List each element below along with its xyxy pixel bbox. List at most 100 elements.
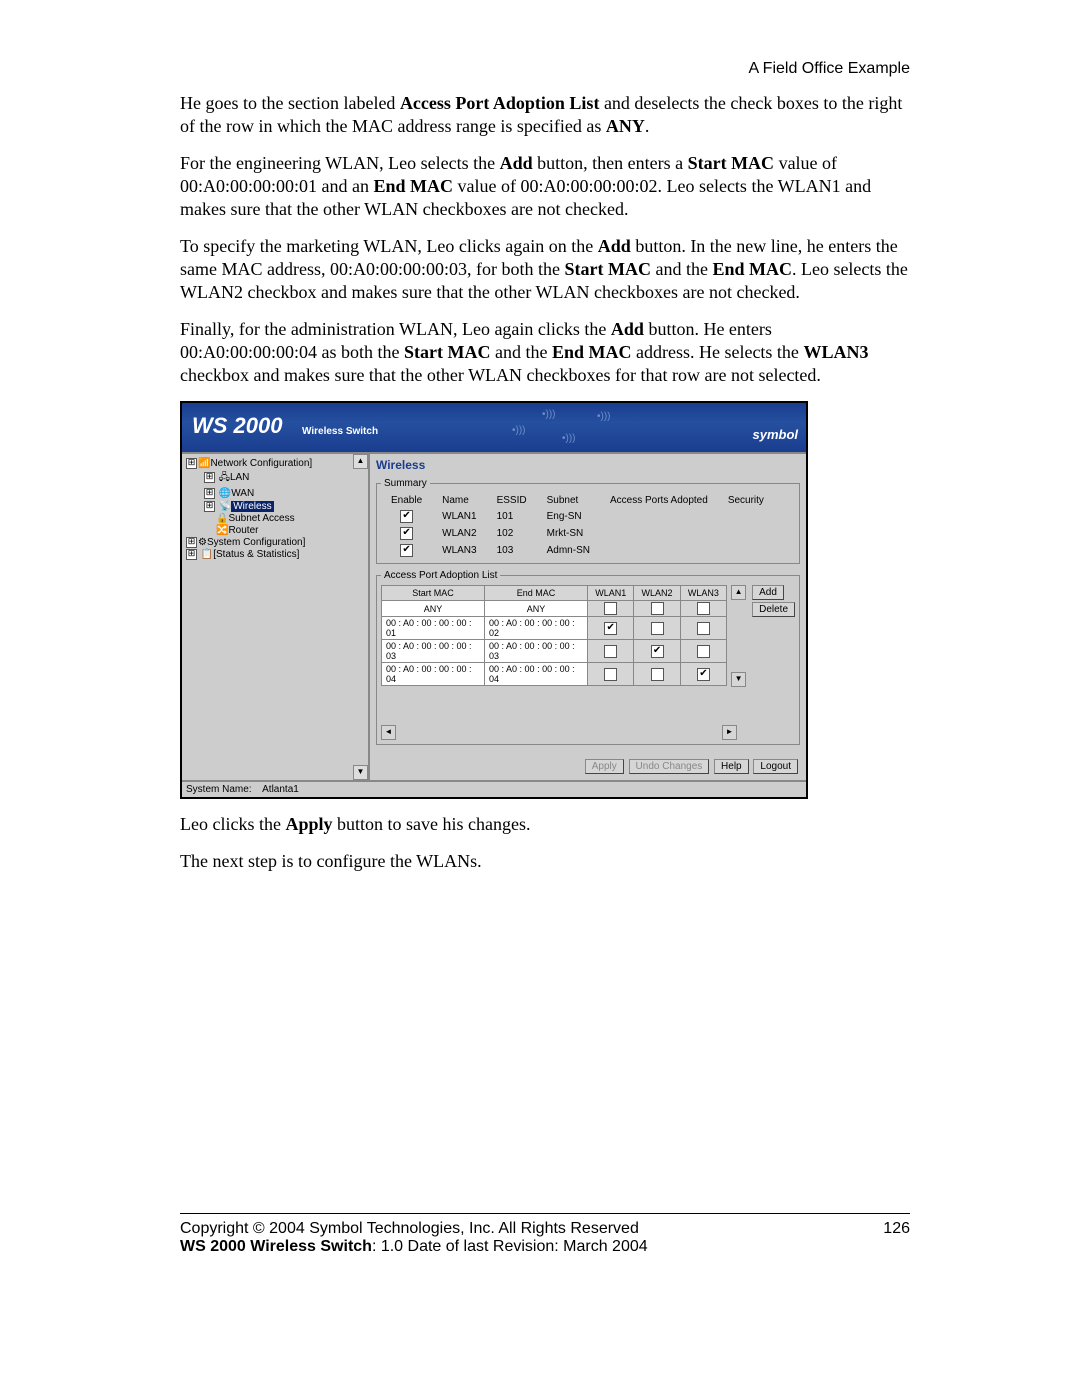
tree-label-selected: Wireless — [231, 501, 273, 512]
cell-end-mac[interactable]: 00 : A0 : 00 : 00 : 00 : 02 — [485, 617, 588, 640]
wlan1-checkbox[interactable] — [604, 602, 617, 615]
enable-checkbox[interactable]: ✔ — [400, 544, 413, 557]
col-wlan1: WLAN1 — [588, 586, 634, 601]
enable-checkbox[interactable]: ✔ — [400, 510, 413, 523]
add-button[interactable]: Add — [752, 585, 784, 600]
chapter-title: A Field Office Example — [180, 60, 910, 78]
tree-item-wan[interactable]: ⊞ 🌐WAN — [186, 488, 366, 500]
wlan2-checkbox[interactable] — [651, 622, 664, 635]
help-button[interactable]: Help — [714, 759, 749, 774]
bold-text: Add — [598, 236, 631, 256]
cell-subnet: Eng-SN — [537, 508, 600, 525]
cell-end-mac[interactable]: ANY — [485, 601, 588, 617]
scroll-down-icon[interactable]: ▼ — [731, 672, 746, 687]
text: and the — [490, 342, 551, 362]
wlan1-checkbox[interactable] — [604, 668, 617, 681]
wlan2-checkbox[interactable]: ✔ — [651, 645, 664, 658]
cell-name: WLAN2 — [432, 525, 486, 542]
tree-item-wireless[interactable]: ⊞ 📡Wireless — [186, 501, 366, 513]
scroll-up-icon[interactable]: ▲ — [731, 585, 746, 600]
tree-item-status[interactable]: ⊞ 📋[Status & Statistics] — [186, 549, 366, 561]
summary-table: Enable Name ESSID Subnet Access Ports Ad… — [381, 493, 774, 559]
tree-item-lan[interactable]: ⊞ 🖧LAN — [186, 470, 366, 488]
wlan3-checkbox[interactable]: ✔ — [697, 668, 710, 681]
brand-logo: symbol — [752, 427, 798, 442]
tree-item-network-config[interactable]: ⊞📶Network Configuration] — [186, 458, 366, 470]
bold-text: End MAC — [373, 176, 453, 196]
col-security: Security — [718, 493, 774, 508]
scroll-right-icon[interactable]: ► — [722, 725, 737, 740]
table-row[interactable]: 00 : A0 : 00 : 00 : 00 : 01 00 : A0 : 00… — [382, 617, 727, 640]
wlan3-checkbox[interactable] — [697, 645, 710, 658]
cell-essid: 103 — [487, 542, 537, 559]
scroll-down-icon[interactable]: ▼ — [353, 765, 368, 780]
apply-button[interactable]: Apply — [585, 759, 624, 774]
tree-item-subnet-access[interactable]: 🔒Subnet Access — [186, 513, 366, 525]
cell-start-mac[interactable]: ANY — [382, 601, 485, 617]
radio-icon: •))) — [562, 433, 576, 444]
cell-end-mac[interactable]: 00 : A0 : 00 : 00 : 00 : 04 — [485, 663, 588, 686]
enable-checkbox[interactable]: ✔ — [400, 527, 413, 540]
banner: WS 2000 Wireless Switch symbol •))) •)))… — [182, 403, 806, 452]
apl-group: Access Port Adoption List Start MAC End … — [376, 570, 800, 745]
cell-start-mac[interactable]: 00 : A0 : 00 : 00 : 00 : 03 — [382, 640, 485, 663]
col-end-mac: End MAC — [485, 586, 588, 601]
cell-name: WLAN1 — [432, 508, 486, 525]
table-row[interactable]: 00 : A0 : 00 : 00 : 00 : 04 00 : A0 : 00… — [382, 663, 727, 686]
radio-icon: •))) — [542, 409, 556, 420]
page-footer: Copyright © 2004 Symbol Technologies, In… — [180, 1213, 910, 1256]
wlan1-checkbox[interactable]: ✔ — [604, 622, 617, 635]
wlan1-checkbox[interactable] — [604, 645, 617, 658]
button-bar: Apply Undo Changes Help Logout — [376, 745, 800, 780]
cell-end-mac[interactable]: 00 : A0 : 00 : 00 : 00 : 03 — [485, 640, 588, 663]
wlan2-checkbox[interactable] — [651, 602, 664, 615]
bold-text: Access Port Adoption List — [400, 93, 600, 113]
delete-button[interactable]: Delete — [752, 602, 795, 617]
paragraph-1: He goes to the section labeled Access Po… — [180, 92, 910, 138]
cell-start-mac[interactable]: 00 : A0 : 00 : 00 : 00 : 04 — [382, 663, 485, 686]
paragraph-5: Leo clicks the Apply button to save his … — [180, 813, 910, 836]
col-essid: ESSID — [487, 493, 537, 508]
scroll-up-icon[interactable]: ▲ — [353, 454, 368, 469]
tree-label: Router — [228, 525, 258, 536]
bold-text: End MAC — [712, 259, 792, 279]
content-pane: Wireless Summary Enable Name ESSID Subne… — [370, 454, 806, 780]
expand-icon[interactable]: ⊞ — [186, 458, 197, 469]
tree-item-router[interactable]: 🔀Router — [186, 525, 366, 537]
expand-icon[interactable]: ⊞ — [186, 549, 197, 560]
paragraph-4: Finally, for the administration WLAN, Le… — [180, 318, 910, 387]
col-start-mac: Start MAC — [382, 586, 485, 601]
paragraph-3: To specify the marketing WLAN, Leo click… — [180, 235, 910, 304]
expand-icon[interactable]: ⊞ — [186, 537, 197, 548]
wlan3-checkbox[interactable] — [697, 622, 710, 635]
expand-icon[interactable]: ⊞ — [204, 472, 215, 483]
table-header-row: Enable Name ESSID Subnet Access Ports Ad… — [381, 493, 774, 508]
cell-start-mac[interactable]: 00 : A0 : 00 : 00 : 00 : 01 — [382, 617, 485, 640]
app-screenshot: WS 2000 Wireless Switch symbol •))) •)))… — [180, 401, 808, 799]
cell-subnet: Admn-SN — [537, 542, 600, 559]
expand-icon[interactable]: ⊞ — [204, 488, 215, 499]
table-row: ✔ WLAN2 102 Mrkt-SN — [381, 525, 774, 542]
summary-group: Summary Enable Name ESSID Subnet Access … — [376, 478, 800, 564]
expand-icon[interactable]: ⊞ — [204, 501, 215, 512]
table-row[interactable]: ANY ANY — [382, 601, 727, 617]
bold-text: Add — [611, 319, 644, 339]
footer-rest: : 1.0 Date of last Revision: March 2004 — [372, 1238, 648, 1255]
text: Leo clicks the — [180, 814, 285, 834]
col-wlan3: WLAN3 — [680, 586, 726, 601]
wlan3-checkbox[interactable] — [697, 602, 710, 615]
summary-legend: Summary — [381, 478, 430, 489]
tree-label: Subnet Access — [228, 513, 294, 524]
bold-text: End MAC — [552, 342, 632, 362]
scroll-left-icon[interactable]: ◄ — [381, 725, 396, 740]
tree-item-system-config[interactable]: ⊞⚙System Configuration] — [186, 537, 366, 549]
text: To specify the marketing WLAN, Leo click… — [180, 236, 598, 256]
table-row[interactable]: 00 : A0 : 00 : 00 : 00 : 03 00 : A0 : 00… — [382, 640, 727, 663]
apl-legend: Access Port Adoption List — [381, 570, 500, 581]
undo-button[interactable]: Undo Changes — [629, 759, 710, 774]
text: checkbox and makes sure that the other W… — [180, 365, 821, 385]
logout-button[interactable]: Logout — [753, 759, 798, 774]
radio-icon: •))) — [597, 411, 611, 422]
wlan2-checkbox[interactable] — [651, 668, 664, 681]
tree-label: LAN — [230, 472, 249, 483]
